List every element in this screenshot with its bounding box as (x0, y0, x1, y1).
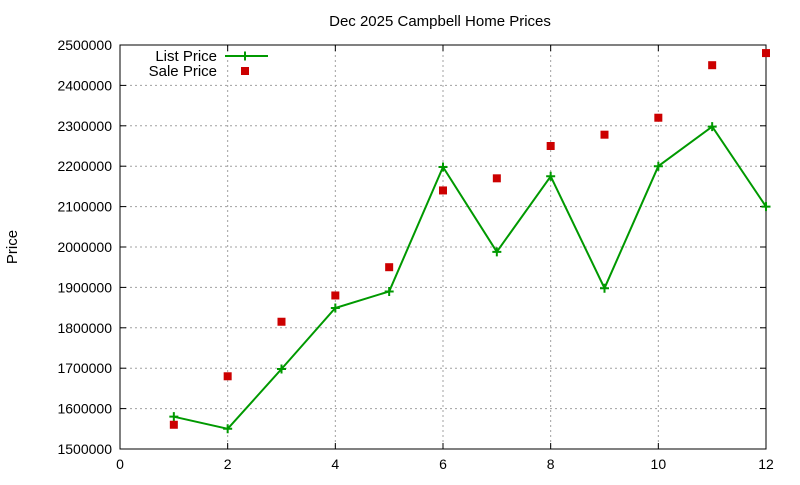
data-point-sale-price (331, 291, 340, 300)
tick-label-y: 1600000 (57, 401, 112, 417)
data-point-sale-price (546, 142, 555, 150)
tick-label-y: 2400000 (57, 77, 112, 93)
tick-label-x: 12 (758, 456, 774, 472)
tick-label-x: 6 (439, 456, 447, 472)
data-point-sale-price (385, 263, 394, 272)
data-point-list-price (707, 122, 717, 132)
data-point-sale-price (708, 61, 717, 70)
axis-ticks: 1500000 1600000 1700000 1800000 1900000 20000… (57, 37, 774, 472)
data-point-sale-price (654, 113, 663, 122)
tick-label-x: 4 (331, 456, 339, 472)
data-point-sale-price (169, 420, 178, 429)
data-point-list-price (384, 286, 394, 296)
data-point-list-price (277, 364, 286, 374)
data-point-list-price (492, 247, 502, 257)
tick-label-x: 8 (547, 456, 555, 472)
data-point-sale-price (600, 130, 609, 139)
tick-label-y: 2200000 (57, 158, 112, 174)
y-axis-label: Price (4, 230, 21, 264)
data-point-list-price (761, 202, 771, 212)
tick-label-y: 1800000 (57, 320, 112, 336)
legend-label-sale-price: Sale Price (149, 63, 217, 80)
legend-marker-list-price (240, 51, 250, 61)
data-point-list-price (438, 162, 448, 172)
grid (120, 45, 766, 449)
data-point-list-price (600, 283, 609, 293)
legend: List Price Sale Price (149, 48, 268, 80)
data-point-sale-price (223, 372, 232, 381)
series (169, 49, 771, 434)
tick-label-y: 1500000 (57, 441, 112, 457)
data-point-list-price (330, 303, 340, 313)
data-point-list-price (223, 424, 233, 434)
data-point-list-price (546, 171, 556, 181)
data-point-sale-price (492, 174, 501, 183)
data-point-sale-price (439, 186, 447, 195)
tick-label-y: 1700000 (57, 360, 112, 376)
tick-label-x: 10 (651, 456, 667, 472)
data-point-sale-price (277, 317, 286, 326)
tick-label-y: 1900000 (57, 279, 112, 295)
tick-label-y: 2500000 (57, 37, 112, 53)
tick-label-y: 2300000 (57, 118, 112, 134)
legend-label-list-price: List Price (155, 48, 217, 65)
chart-title: Dec 2025 Campbell Home Prices (329, 13, 551, 30)
tick-label-x: 0 (116, 456, 124, 472)
series-line-list-price (173, 125, 767, 430)
data-point-list-price (169, 412, 179, 422)
tick-label-y: 2000000 (57, 239, 112, 255)
data-point-list-price (653, 161, 663, 171)
tick-label-x: 2 (224, 456, 232, 472)
legend-marker-sale-price (241, 67, 249, 75)
data-point-sale-price (762, 49, 770, 58)
tick-label-y: 2100000 (57, 199, 112, 215)
